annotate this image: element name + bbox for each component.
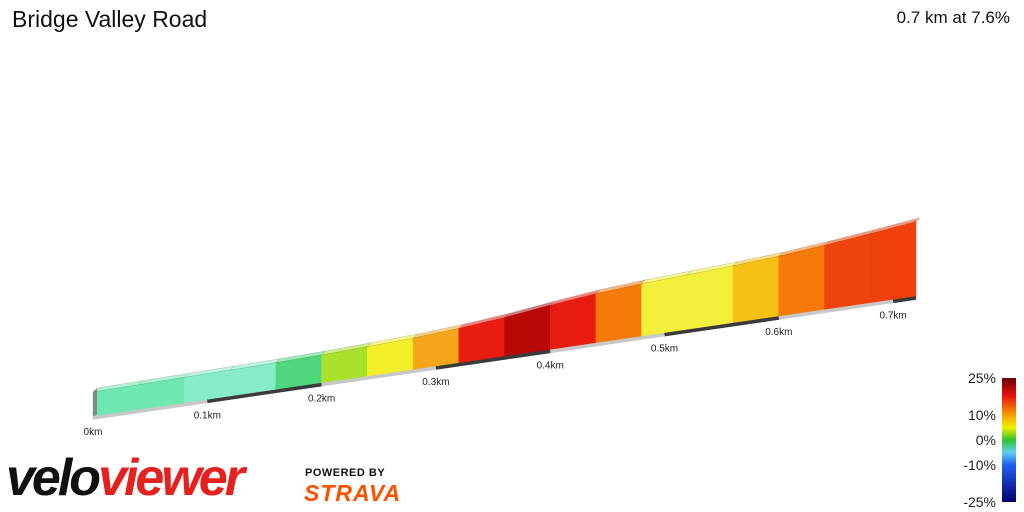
legend-label: -10% <box>963 457 996 473</box>
gradient-band <box>824 233 871 312</box>
distance-segment <box>207 382 322 404</box>
gradient-legend-bar <box>1002 378 1016 502</box>
x-tick-label: 0.7km <box>880 310 907 321</box>
distance-segment <box>321 366 437 387</box>
profile-end-cap <box>93 388 97 418</box>
legend-label: 25% <box>968 370 996 386</box>
segment-summary: 0.7 km at 7.6% <box>896 8 1010 27</box>
distance-segment <box>92 399 208 420</box>
gradient-band <box>641 274 688 339</box>
strava-logo[interactable]: STRAVA <box>304 480 402 506</box>
x-tick-label: 0.2km <box>308 394 335 405</box>
x-tick-label: 0.1km <box>194 410 221 421</box>
gradient-band <box>687 265 734 332</box>
gradient-band <box>778 244 825 319</box>
veloviewer-logo[interactable]: veloviewer <box>6 449 245 507</box>
x-tick-label: 0.4km <box>537 360 564 371</box>
distance-segment <box>778 299 894 320</box>
profile-ridge-segment <box>869 217 921 235</box>
logo-text-viewer: viewer <box>98 449 245 507</box>
gradient-band <box>732 255 780 326</box>
legend-label: 0% <box>976 432 996 448</box>
distance-segment <box>435 349 551 370</box>
legend-label: 10% <box>968 407 996 423</box>
distance-segment <box>549 332 665 354</box>
distance-segment <box>664 316 780 337</box>
logo-text-velo: velo <box>6 449 101 507</box>
powered-by-label: POWERED BY <box>305 467 386 479</box>
gradient-band <box>869 221 917 306</box>
gradient-band <box>595 283 642 346</box>
segment-title: Bridge Valley Road <box>12 6 208 32</box>
distance-segment <box>892 296 917 304</box>
x-tick-label: 0.3km <box>422 377 449 388</box>
x-tick-label: 0.6km <box>765 327 792 338</box>
x-tick-label: 0.5km <box>651 344 678 355</box>
x-tick-label: 0km <box>84 427 103 438</box>
legend-label: -25% <box>963 494 996 510</box>
